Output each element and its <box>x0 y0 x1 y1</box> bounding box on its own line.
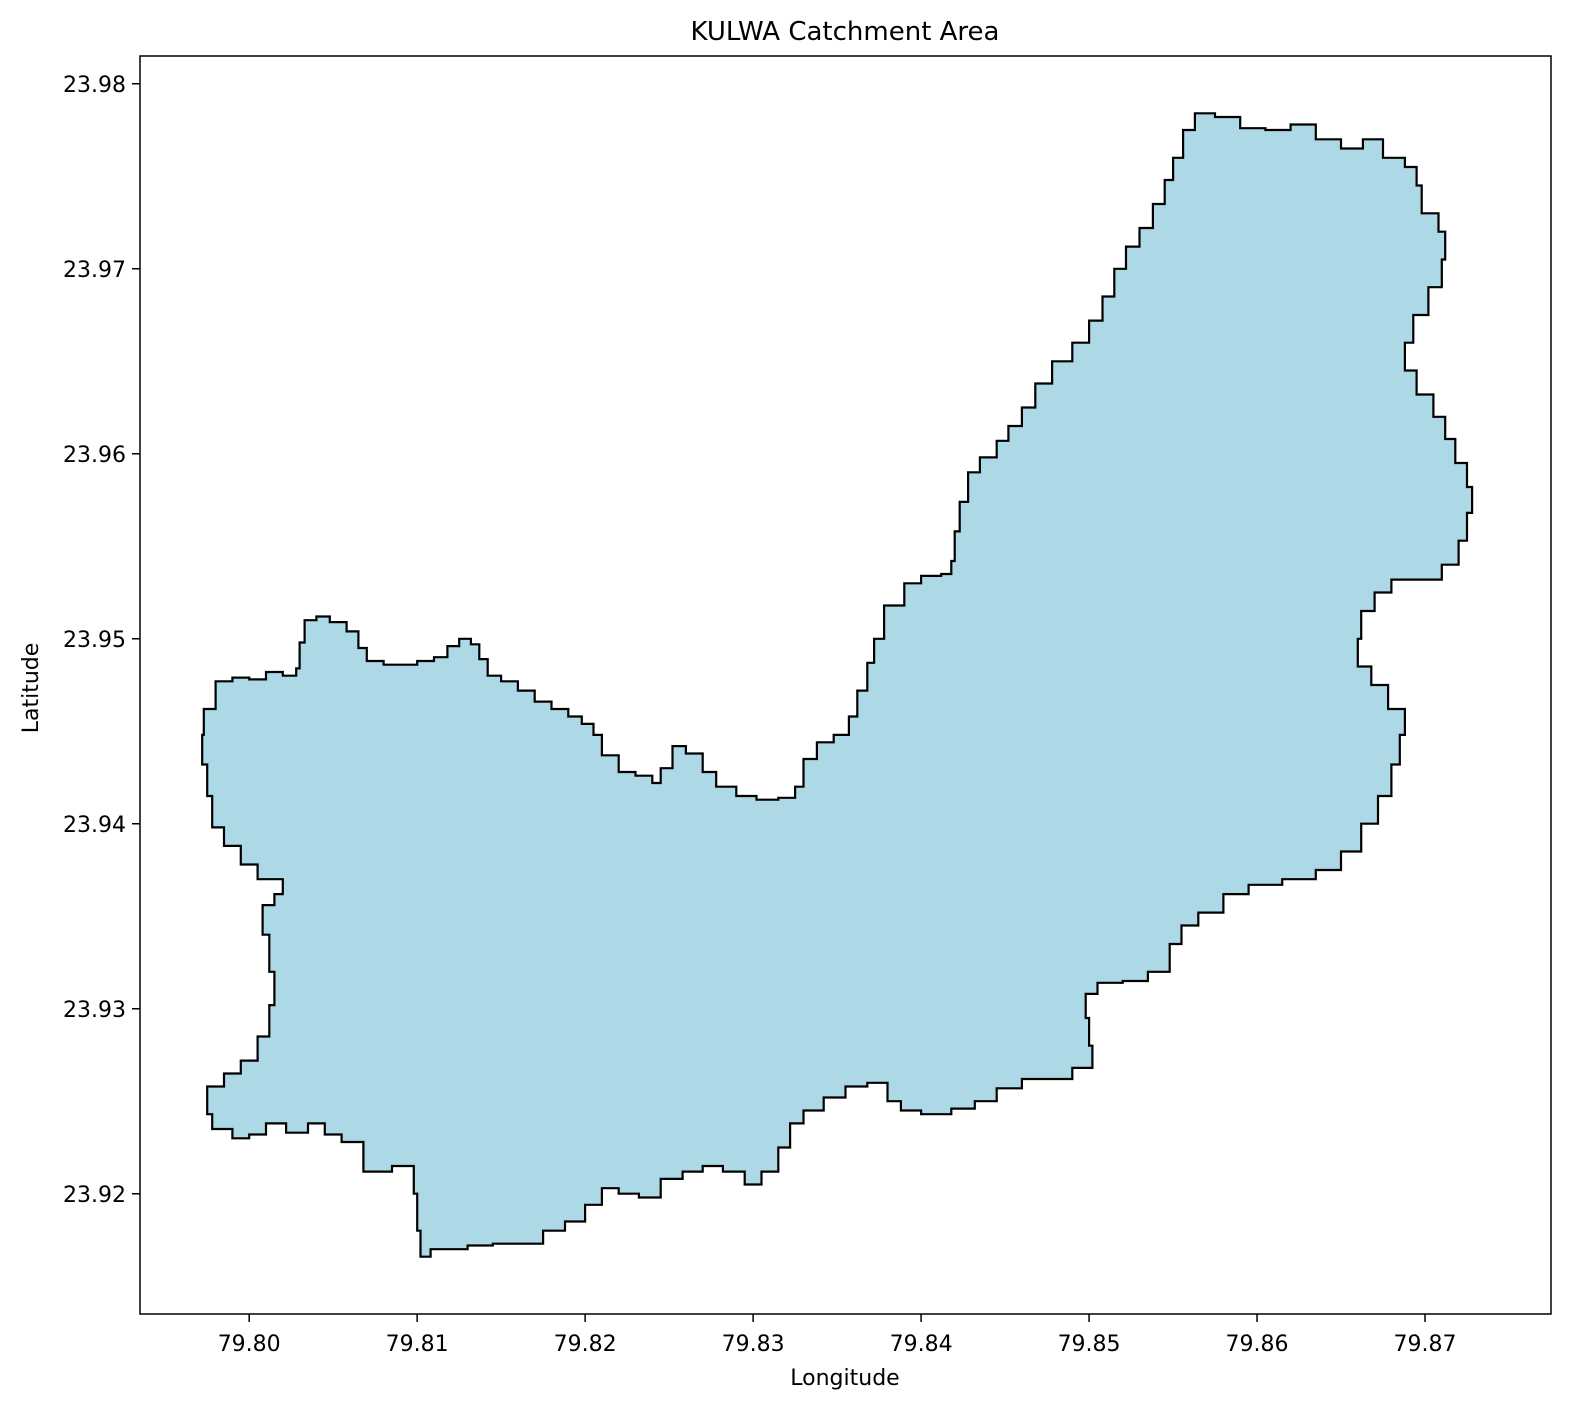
y-axis-label: Latitude <box>19 643 44 734</box>
y-tick-label: 23.98 <box>63 73 126 98</box>
y-tick-label: 23.92 <box>63 1183 126 1208</box>
x-tick-label: 79.80 <box>218 1332 281 1357</box>
x-axis-label: Longitude <box>790 1366 899 1391</box>
y-tick-label: 23.94 <box>63 813 126 838</box>
x-tick-label: 79.83 <box>722 1332 785 1357</box>
axes-frame <box>139 55 1552 1315</box>
y-axis: 23.92 23.93 23.94 23.95 23.96 23.97 23.98 <box>63 73 140 1208</box>
plot-area <box>139 55 1552 1315</box>
y-tick-label: 23.96 <box>63 443 126 468</box>
y-tick-label: 23.95 <box>63 628 126 653</box>
y-tick-label: 23.97 <box>63 258 126 283</box>
x-tick-label: 79.87 <box>1394 1332 1457 1357</box>
x-tick-label: 79.82 <box>554 1332 617 1357</box>
x-tick-label: 79.85 <box>1058 1332 1121 1357</box>
x-tick-label: 79.86 <box>1226 1332 1289 1357</box>
y-tick-label: 23.93 <box>63 998 126 1023</box>
x-axis: 79.80 79.81 79.82 79.83 79.84 79.85 79.86 79.87 <box>218 1314 1457 1357</box>
x-tick-label: 79.84 <box>890 1332 953 1357</box>
x-tick-label: 79.81 <box>386 1332 449 1357</box>
chart-title: KULWA Catchment Area <box>691 17 1000 47</box>
catchment-polygon[interactable] <box>201 112 1474 1258</box>
